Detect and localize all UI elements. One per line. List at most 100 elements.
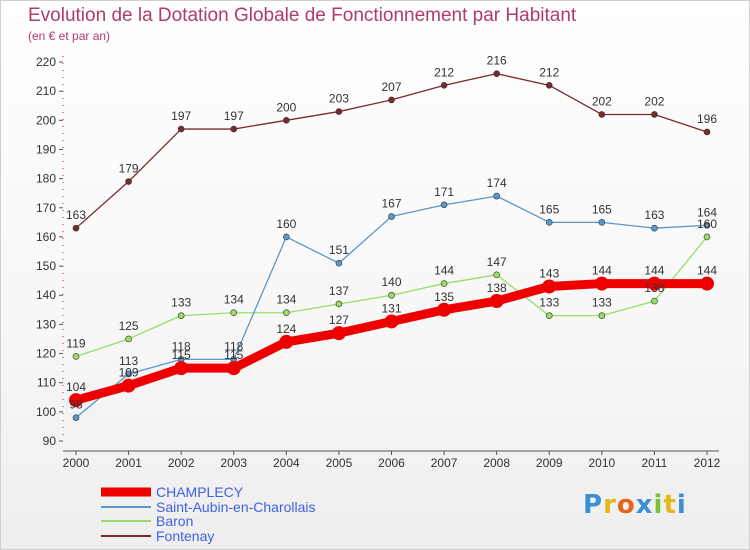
y-tick-label: 140 <box>36 288 56 302</box>
data-point <box>230 309 238 317</box>
data-label: 216 <box>487 54 507 68</box>
data-point <box>647 276 662 291</box>
data-point <box>125 335 132 343</box>
y-tick-label: 160 <box>36 230 56 244</box>
legend-item: Saint-Aubin-en-Charollais <box>101 498 361 515</box>
data-label: 165 <box>539 202 559 216</box>
data-label: 127 <box>329 313 349 327</box>
data-label: 144 <box>697 264 717 278</box>
y-tick-label: 120 <box>36 347 56 361</box>
y-tick-label: 210 <box>36 84 56 98</box>
legend-item: Baron <box>101 513 361 529</box>
data-label: 144 <box>592 264 612 278</box>
data-point <box>388 291 395 299</box>
data-point <box>440 201 448 209</box>
data-label: 144 <box>644 264 664 278</box>
data-label: 109 <box>119 366 139 380</box>
logo-letter: o <box>616 490 636 520</box>
data-label: 202 <box>592 94 612 108</box>
data-point <box>594 276 609 291</box>
data-label: 98 <box>69 398 83 412</box>
data-point <box>335 108 343 115</box>
data-point <box>283 117 290 124</box>
data-point <box>703 233 711 241</box>
data-label: 143 <box>539 266 559 280</box>
data-label: 118 <box>172 339 191 353</box>
legend-item: Fontenay <box>101 528 361 544</box>
data-point <box>335 259 343 267</box>
data-label: 147 <box>487 255 507 269</box>
x-tick-label: 2008 <box>483 456 510 470</box>
data-label: 160 <box>276 217 296 231</box>
data-point <box>545 312 553 319</box>
data-label: 135 <box>434 290 454 304</box>
x-tick-label: 2011 <box>642 456 668 470</box>
data-point <box>703 221 711 229</box>
x-tick-label: 2012 <box>694 456 721 470</box>
data-point <box>72 353 80 360</box>
logo-letter: t <box>663 490 677 520</box>
data-point <box>226 361 241 376</box>
logo-letter: r <box>603 490 617 520</box>
x-tick-label: 2006 <box>378 456 405 470</box>
data-label: 131 <box>381 301 401 315</box>
data-label: 115 <box>224 348 243 362</box>
data-point <box>72 414 80 421</box>
y-tick-label: 190 <box>36 142 56 156</box>
data-point <box>598 312 606 319</box>
proxiti-logo: Proxiti <box>583 490 687 520</box>
data-point <box>598 111 606 118</box>
logo-letter: i <box>653 490 664 520</box>
x-tick-label: 2000 <box>63 456 90 470</box>
x-tick-label: 2002 <box>168 456 195 470</box>
data-point <box>331 326 346 341</box>
data-label: 207 <box>381 80 401 94</box>
logo-letter: x <box>635 490 654 520</box>
data-point <box>177 312 185 319</box>
y-tick-label: 220 <box>36 55 56 69</box>
data-point <box>545 82 553 89</box>
x-tick-label: 2007 <box>431 456 458 470</box>
data-point <box>279 334 294 349</box>
data-point <box>440 280 448 287</box>
data-point <box>542 279 557 294</box>
y-tick-label: 130 <box>36 317 56 331</box>
logo-letter: i <box>676 490 687 520</box>
data-label: 197 <box>171 109 191 123</box>
x-tick-label: 2001 <box>115 456 142 470</box>
data-label: 133 <box>171 296 191 310</box>
x-tick-label: 2005 <box>326 456 353 470</box>
data-label: 174 <box>487 176 507 190</box>
y-tick-label: 150 <box>36 259 56 273</box>
y-tick-label: 170 <box>36 201 56 215</box>
data-label: 163 <box>66 208 86 222</box>
data-point <box>651 224 658 232</box>
data-label: 124 <box>276 322 296 336</box>
y-tick-label: 100 <box>36 405 56 419</box>
y-tick-label: 200 <box>36 113 56 127</box>
data-label: 200 <box>276 100 296 114</box>
data-label: 134 <box>224 293 244 307</box>
data-point <box>437 302 452 317</box>
x-tick-label: 2010 <box>588 456 615 470</box>
data-point <box>651 297 658 305</box>
data-point <box>335 300 343 308</box>
data-label: 196 <box>697 112 717 126</box>
data-label: 179 <box>119 162 139 176</box>
legend-item: CHAMPLECY <box>101 484 361 500</box>
data-label: 167 <box>381 197 401 211</box>
data-label: 163 <box>644 208 664 222</box>
data-point <box>69 393 83 408</box>
data-point <box>700 276 714 291</box>
data-point <box>125 178 132 185</box>
data-label: 113 <box>119 354 138 368</box>
data-point <box>598 219 606 226</box>
data-label: 118 <box>224 339 243 353</box>
data-label: 138 <box>644 281 664 295</box>
data-point <box>651 111 658 118</box>
data-label: 202 <box>644 94 664 108</box>
legend-label: Saint-Aubin-en-Charollais <box>156 498 316 515</box>
legend-swatch <box>101 520 151 523</box>
x-tick-label: 2003 <box>220 456 247 470</box>
